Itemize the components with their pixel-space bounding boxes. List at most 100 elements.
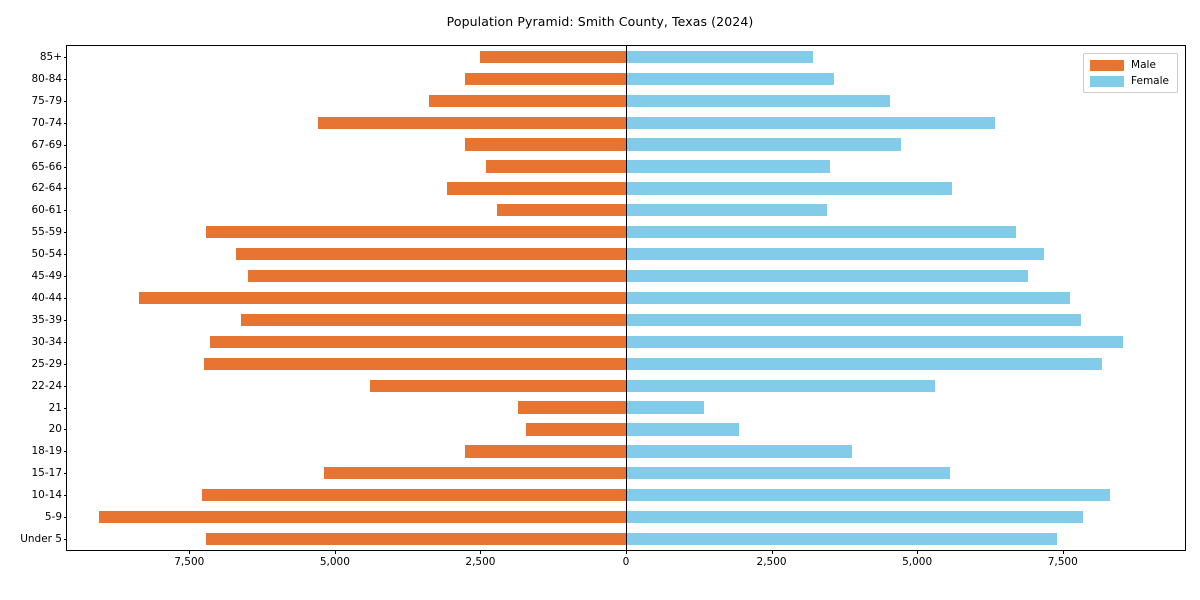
y-axis-tick (63, 276, 67, 278)
bar-male (464, 445, 626, 458)
bar-female (626, 510, 1083, 524)
y-axis-tick (63, 517, 67, 519)
pyramid-row (67, 467, 1185, 480)
legend-swatch-female (1090, 75, 1125, 87)
bar-female (626, 116, 996, 129)
x-axis-tick (189, 550, 191, 554)
y-axis-tick (63, 166, 67, 168)
bar-male (209, 335, 626, 348)
legend: Male Female (1083, 53, 1178, 93)
y-axis-tick (63, 407, 67, 409)
bar-male (236, 248, 626, 261)
y-axis-tick (63, 319, 67, 321)
pyramid-row (67, 182, 1185, 195)
pyramid-row (67, 532, 1185, 546)
zero-axis-line (626, 46, 627, 550)
bar-male (99, 510, 626, 524)
x-axis-label: 5,000 (902, 556, 933, 568)
x-axis-tick (334, 550, 336, 554)
pyramid-row (67, 248, 1185, 261)
pyramid-row (67, 510, 1185, 524)
bar-male (139, 291, 626, 305)
y-axis-label: 62-64 (31, 182, 62, 195)
pyramid-row (67, 379, 1185, 392)
y-axis-label: 45-49 (31, 270, 62, 283)
pyramid-row (67, 138, 1185, 151)
bars-layer (67, 46, 1185, 550)
pyramid-row (67, 335, 1185, 348)
y-axis-tick (63, 495, 67, 497)
pyramid-row (67, 401, 1185, 414)
x-axis-label: 7,500 (174, 556, 205, 568)
y-axis-tick (63, 100, 67, 102)
pyramid-row (67, 489, 1185, 502)
legend-entry-male: Male (1090, 59, 1169, 71)
y-axis-label: 10-14 (31, 489, 62, 502)
x-axis-tick (480, 550, 482, 554)
y-axis-label: 85+ (39, 50, 62, 63)
y-axis-tick (63, 363, 67, 365)
pyramid-row (67, 160, 1185, 173)
x-axis-label: 7,500 (1047, 556, 1078, 568)
bar-female (626, 467, 951, 480)
pyramid-row (67, 50, 1185, 64)
x-axis-label: 5,000 (319, 556, 350, 568)
y-axis-label: 80-84 (31, 72, 62, 85)
y-axis-tick (63, 451, 67, 453)
legend-entry-female: Female (1090, 75, 1169, 87)
bar-female (626, 357, 1103, 370)
bar-male (203, 357, 626, 370)
bar-male (446, 182, 626, 195)
y-axis-label: 50-54 (31, 248, 62, 261)
y-axis-tick (63, 122, 67, 124)
legend-label-female: Female (1131, 75, 1169, 87)
y-axis-tick (63, 341, 67, 343)
y-axis-tick (63, 429, 67, 431)
bar-male (464, 72, 626, 85)
plot-area: 85+ 80-84 75-79 70-74 67-69 65-66 62-64 60-61 55… (20, 45, 1186, 568)
bar-male (496, 204, 626, 217)
bar-male (485, 160, 626, 173)
y-axis-tick (63, 539, 67, 541)
pyramid-row (67, 357, 1185, 370)
bar-male (324, 467, 626, 480)
bar-female (626, 532, 1058, 546)
bar-female (626, 248, 1044, 261)
y-axis-label: 67-69 (31, 138, 62, 151)
y-axis-tick (63, 144, 67, 146)
y-axis-tick (63, 473, 67, 475)
y-axis-label: 70-74 (31, 116, 62, 129)
bar-female (626, 50, 814, 64)
bar-female (626, 226, 1017, 239)
pyramid-row (67, 313, 1185, 327)
y-axis-tick (63, 385, 67, 387)
y-axis-label: 20 (48, 423, 62, 436)
pyramid-row (67, 269, 1185, 283)
x-axis-tick (917, 550, 919, 554)
bar-female (626, 489, 1110, 502)
bar-male (369, 379, 626, 392)
y-axis-label: 5-9 (44, 511, 62, 524)
x-axis-tick (626, 550, 627, 554)
bar-male (206, 532, 626, 546)
bar-female (626, 423, 739, 436)
bar-male (525, 423, 626, 436)
bar-male (240, 313, 626, 327)
bar-male (480, 50, 626, 64)
y-axis-label: 22-24 (31, 379, 62, 392)
y-axis-label: Under 5 (20, 533, 62, 546)
pyramid-row (67, 94, 1185, 107)
pyramid-row (67, 72, 1185, 85)
bar-male (317, 116, 626, 129)
y-axis-label: 35-39 (31, 313, 62, 326)
y-axis-label: 25-29 (31, 357, 62, 370)
bar-male (429, 94, 626, 107)
y-axis-tick (63, 188, 67, 190)
y-axis-tick (63, 56, 67, 58)
y-axis-label: 30-34 (31, 335, 62, 348)
bar-female (626, 72, 834, 85)
y-axis-label: 15-17 (31, 467, 62, 480)
pyramid-row (67, 445, 1185, 458)
y-axis-tick (63, 232, 67, 234)
